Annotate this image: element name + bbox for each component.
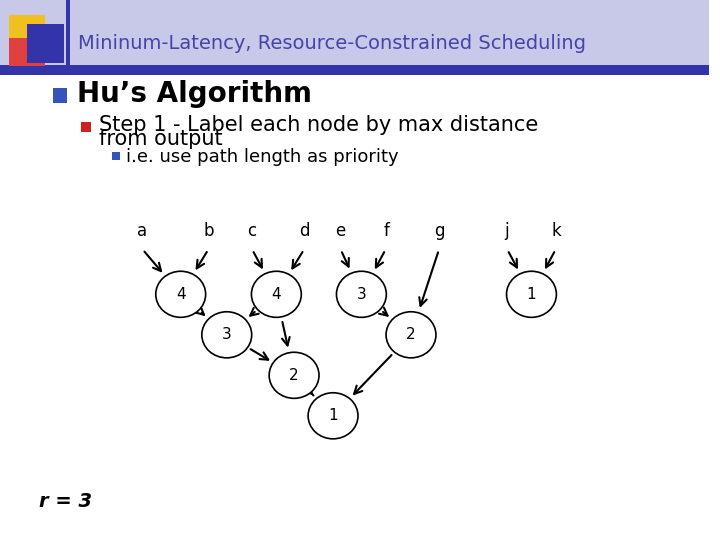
- Text: i.e. use path length as priority: i.e. use path length as priority: [126, 147, 399, 166]
- FancyBboxPatch shape: [112, 152, 120, 160]
- Text: k: k: [552, 222, 561, 240]
- Ellipse shape: [507, 271, 557, 318]
- Text: d: d: [300, 222, 310, 240]
- FancyBboxPatch shape: [27, 24, 64, 63]
- Text: 2: 2: [406, 327, 416, 342]
- Text: 3: 3: [222, 327, 232, 342]
- Text: 3: 3: [356, 287, 366, 302]
- FancyBboxPatch shape: [0, 0, 708, 66]
- Text: from output: from output: [99, 129, 222, 150]
- FancyBboxPatch shape: [0, 65, 708, 75]
- FancyBboxPatch shape: [53, 88, 67, 103]
- Text: a: a: [137, 222, 147, 240]
- Text: 1: 1: [328, 408, 338, 423]
- Ellipse shape: [308, 393, 358, 439]
- FancyBboxPatch shape: [66, 0, 70, 66]
- Ellipse shape: [156, 271, 206, 318]
- Ellipse shape: [336, 271, 387, 318]
- Ellipse shape: [386, 312, 436, 358]
- Text: c: c: [247, 222, 256, 240]
- Ellipse shape: [269, 352, 319, 399]
- Text: 1: 1: [526, 287, 536, 302]
- Text: Mininum-Latency, Resource-Constrained Scheduling: Mininum-Latency, Resource-Constrained Sc…: [78, 33, 586, 53]
- Text: 4: 4: [176, 287, 186, 302]
- Text: 2: 2: [289, 368, 299, 383]
- Text: e: e: [335, 222, 346, 240]
- Ellipse shape: [202, 312, 252, 358]
- Text: Step 1 - Label each node by max distance: Step 1 - Label each node by max distance: [99, 115, 539, 136]
- Text: b: b: [204, 222, 215, 240]
- Text: j: j: [504, 222, 509, 240]
- FancyBboxPatch shape: [81, 122, 91, 132]
- Text: g: g: [434, 222, 444, 240]
- Text: 4: 4: [271, 287, 282, 302]
- Ellipse shape: [251, 271, 301, 318]
- FancyBboxPatch shape: [9, 15, 45, 54]
- Text: Hu’s Algorithm: Hu’s Algorithm: [76, 80, 312, 109]
- FancyBboxPatch shape: [9, 38, 45, 66]
- Text: f: f: [383, 222, 389, 240]
- Text: r = 3: r = 3: [39, 491, 92, 511]
